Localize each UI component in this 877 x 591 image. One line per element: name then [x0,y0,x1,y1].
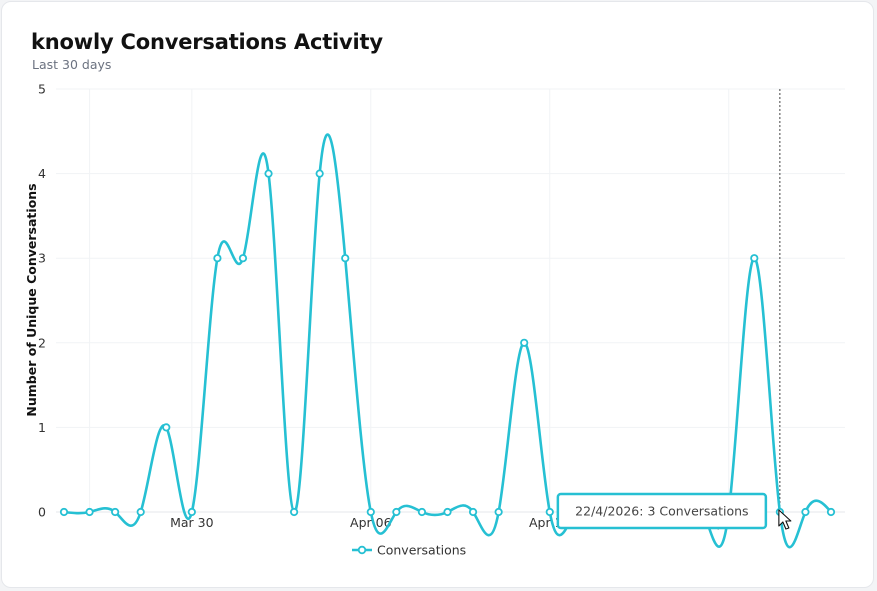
data-point[interactable] [392,507,401,517]
y-tick-label: 2 [38,335,46,350]
chart-legend[interactable]: Conversations [352,543,466,558]
y-tick-label: 3 [38,251,46,266]
data-point[interactable] [315,169,324,178]
data-point[interactable] [289,507,299,517]
data-point[interactable] [341,254,350,263]
y-tick-label: 1 [38,420,46,435]
x-tick-label: Apr 06 [350,515,392,530]
y-tick-label: 0 [38,505,46,520]
data-point[interactable] [750,254,759,263]
data-point[interactable] [111,507,120,517]
data-point[interactable] [238,254,248,263]
data-point[interactable] [264,169,273,178]
data-point[interactable] [213,254,222,263]
mouse-pointer-icon [778,509,792,530]
data-point[interactable] [59,507,69,517]
data-point[interactable] [162,423,171,432]
data-point[interactable] [494,507,503,517]
chart-title: knowly Conversations Activity [31,30,383,54]
data-point[interactable] [826,507,836,517]
hover-tooltip: 22/4/2026: 3 Conversations [556,492,768,530]
x-tick-label: Mar 30 [170,515,214,530]
data-point[interactable] [136,507,145,517]
data-point[interactable] [443,507,452,517]
y-axis-label: Number of Unique Conversations [24,183,39,416]
grid-lines [56,88,845,513]
tooltip-box [556,492,768,530]
data-point[interactable] [187,507,196,517]
data-point[interactable] [545,507,554,517]
y-tick-label: 5 [38,82,46,97]
data-point[interactable] [801,507,810,517]
data-point[interactable] [520,338,529,347]
chart-subtitle: Last 30 days [32,57,112,72]
series-line-conversations [62,133,833,549]
legend-label-conversations: Conversations [377,543,466,558]
data-point[interactable] [366,507,375,517]
y-tick-label: 4 [38,166,46,181]
data-point[interactable] [417,507,427,517]
data-point[interactable] [468,507,478,517]
data-point[interactable] [85,507,94,517]
legend-swatch-marker [357,545,367,555]
tooltip-text: 22/4/2026: 3 Conversations [575,504,748,519]
y-axis: 0 1 2 3 4 5 [38,82,46,520]
